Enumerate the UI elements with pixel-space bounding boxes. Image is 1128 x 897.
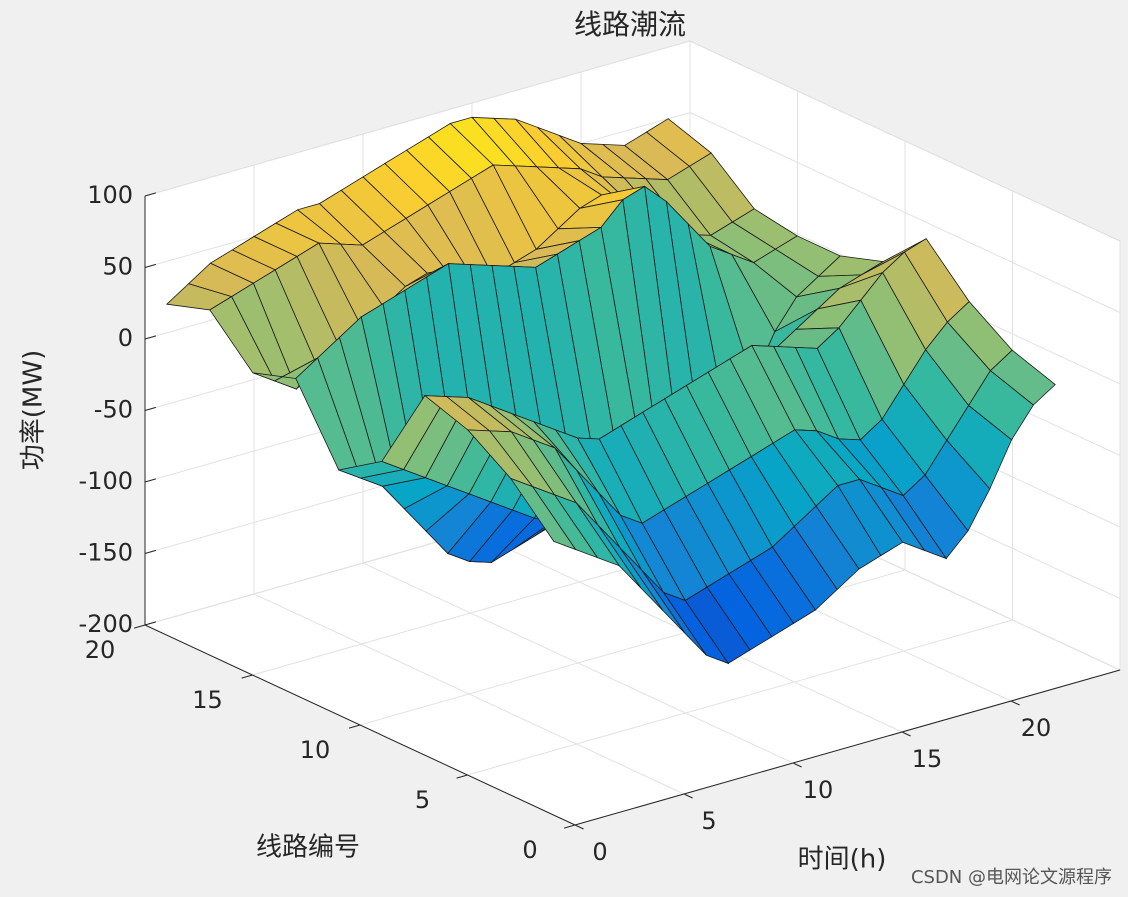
z-tick-label: 0 [118, 324, 133, 352]
y-tick-label: 15 [192, 686, 223, 714]
x-tick-label: 20 [1021, 714, 1052, 742]
grid-line [467, 619, 1013, 776]
tick-mark [144, 335, 157, 340]
tick-mark [144, 263, 157, 268]
x-tick-label: 10 [803, 776, 834, 804]
tick-mark [563, 824, 576, 829]
watermark: CSDN @电网论文源程序 [911, 867, 1112, 888]
grid-line [689, 112, 1121, 313]
surface-face [509, 477, 577, 551]
tick-mark [348, 724, 361, 729]
tick-mark [456, 774, 468, 779]
z-axis-label: 功率(MW) [19, 350, 49, 470]
tick-mark [241, 674, 253, 679]
y-tick-label: 5 [415, 786, 430, 814]
grid-line [144, 40, 691, 197]
z-tick-label: -100 [79, 467, 133, 495]
y-tick-label: 20 [85, 636, 116, 664]
tick-mark [144, 192, 157, 197]
x-tick-label: 0 [592, 838, 607, 866]
tick-mark [792, 762, 802, 768]
grid-line [689, 40, 1121, 242]
y-axis-label: 线路编号 [256, 833, 360, 863]
tick-mark [144, 621, 157, 626]
z-tick-label: -50 [94, 396, 133, 424]
tick-mark [144, 406, 157, 411]
chart-title: 线路潮流 [574, 8, 686, 41]
tick-mark [144, 478, 157, 483]
y-tick-label: 0 [522, 836, 537, 864]
x-axis-line [574, 669, 1121, 826]
y-tick-label: 10 [300, 736, 331, 764]
z-tick-label: 100 [87, 181, 133, 209]
z-tick-label: -150 [79, 539, 133, 567]
z-tick-label: -200 [79, 610, 133, 638]
tick-mark [574, 824, 584, 830]
tick-mark [901, 731, 911, 737]
tick-mark [683, 793, 693, 799]
x-tick-label: 15 [912, 745, 943, 773]
tick-mark [1010, 700, 1020, 706]
tick-mark [144, 549, 157, 554]
tick-mark [133, 624, 146, 629]
z-tick-label: 50 [102, 253, 133, 281]
x-axis-label: 时间(h) [798, 845, 887, 875]
y-axis-line [144, 624, 576, 826]
x-tick-label: 5 [701, 807, 716, 835]
